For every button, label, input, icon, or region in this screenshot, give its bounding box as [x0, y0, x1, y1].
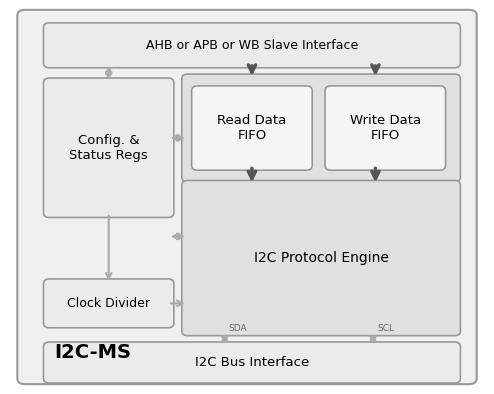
Text: I2C Bus Interface: I2C Bus Interface [195, 356, 309, 369]
FancyBboxPatch shape [17, 10, 477, 384]
FancyBboxPatch shape [43, 23, 460, 68]
Text: Write Data
FIFO: Write Data FIFO [350, 114, 421, 142]
Text: I2C-MS: I2C-MS [54, 343, 131, 362]
FancyBboxPatch shape [43, 342, 460, 383]
Text: Clock Divider: Clock Divider [67, 297, 150, 310]
FancyBboxPatch shape [43, 78, 174, 217]
Text: SDA: SDA [229, 324, 247, 333]
Text: Config. &
Status Regs: Config. & Status Regs [69, 134, 148, 162]
FancyBboxPatch shape [182, 180, 460, 336]
Text: SCL: SCL [377, 324, 394, 333]
FancyBboxPatch shape [182, 74, 460, 182]
FancyBboxPatch shape [325, 86, 446, 170]
FancyBboxPatch shape [43, 279, 174, 328]
FancyBboxPatch shape [192, 86, 312, 170]
Text: Read Data
FIFO: Read Data FIFO [217, 114, 287, 142]
Text: I2C Protocol Engine: I2C Protocol Engine [253, 251, 389, 265]
Text: AHB or APB or WB Slave Interface: AHB or APB or WB Slave Interface [146, 39, 358, 52]
